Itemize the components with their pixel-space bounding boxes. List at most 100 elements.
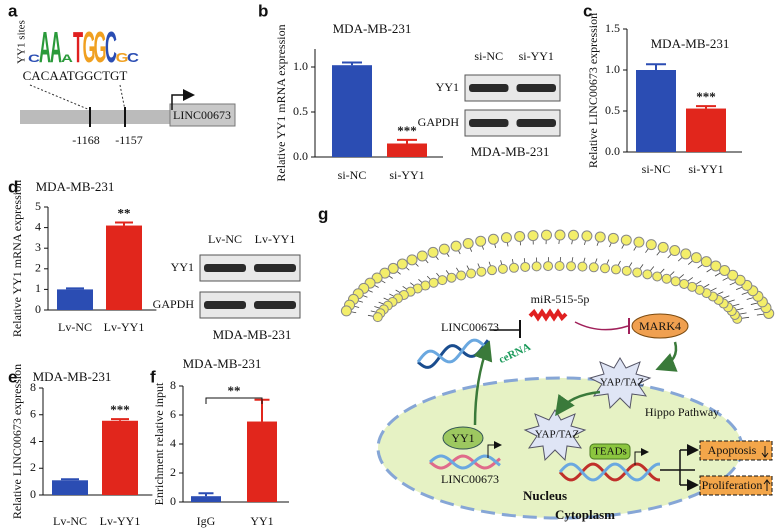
bar [636,70,676,152]
lipid-head [508,262,519,273]
cerna-label: ceRNA [497,341,533,366]
lipid-head [633,236,645,248]
error-bar [342,61,362,66]
lipid-head [428,277,439,288]
lipid-head [727,269,739,281]
lipid-head [500,232,512,244]
lipid-head [642,269,653,280]
band [469,119,509,127]
outcome-label: Proliferation [702,478,763,492]
strand [558,462,661,482]
kinase-label: MARK4 [639,319,681,333]
x-tick-label: IgG [197,514,216,528]
error-bar [397,138,417,144]
y-tick-label: 4 [35,219,41,233]
y-axis-label: Relative YY1 mRNA expression [10,180,24,337]
lipid-head [594,231,606,243]
lipid-head [577,261,588,272]
y-tick-label: 1 [35,281,41,295]
lipid-head [710,260,722,272]
logo-letter: G [94,24,107,73]
significance-bracket [205,397,263,404]
lipid-head [554,261,565,272]
lipid-head [657,241,669,253]
significance: ** [118,205,131,220]
lipid-head [450,240,462,252]
yap-star [588,357,652,410]
x-tick-label: si-NC [642,162,671,176]
y-tick-label: 1.0 [293,59,308,73]
strand [429,454,501,470]
logo-letter: C [28,52,40,65]
panel-label: a [8,1,18,20]
position-label: -1157 [115,133,143,147]
mark4 [631,313,689,339]
y-tick-label: 8 [170,378,176,392]
logo-letter: C [127,51,139,66]
lipid-head [427,246,439,258]
bar [191,496,221,502]
significance: *** [696,89,716,104]
lipid-head [396,258,408,270]
x-tick-label: Lv-YY1 [100,514,141,528]
row-label: GAPDH [418,115,460,129]
pathway-label: Hippo Pathway [645,405,719,419]
y-tick-label: 1.5 [605,21,620,35]
bar [57,289,93,310]
lipid-head [632,267,643,278]
lipid-head [581,230,593,242]
teads [589,443,631,460]
logo-axis-label: YY1 sites [16,20,28,64]
y-axis-label: Relative LINC00673 expression [586,13,600,168]
lane-label: Lv-NC [208,232,242,246]
band [204,264,246,272]
lipid-head [543,261,554,272]
strand [558,462,661,482]
significance: *** [110,402,130,417]
lipid-head [719,264,731,276]
inhibit-line [574,321,629,331]
bar [686,108,726,152]
logo-letter: G [83,24,96,73]
lipid-head [645,239,657,251]
lipid-head [680,248,692,260]
lipid-head [437,275,448,286]
row-label: YY1 [436,80,459,94]
x-tick-label: si-YY1 [688,162,723,176]
band [469,84,509,92]
membrane [340,229,775,324]
band [254,264,296,272]
bar [106,225,142,310]
error-bar [696,105,716,109]
lipid-head [487,265,498,276]
mirna-label: miR-515-5p [531,292,590,306]
row-label: GAPDH [153,297,195,311]
y-tick-label: 8 [30,380,36,394]
lipid-head [387,262,399,274]
teads-label: TEADs [593,446,627,458]
y-tick-label: 1.0 [605,62,620,76]
outcome-box [699,440,773,461]
strand [417,339,490,369]
sequence: CACAATGGCTGT [23,68,128,83]
panel-label: c [583,1,592,20]
mirna [528,308,568,322]
lipid-head [462,237,474,249]
x-tick-label: Lv-NC [58,320,92,334]
lipid-head [690,252,702,264]
error-bar [66,287,84,290]
arrow [555,390,601,417]
bar [102,420,138,495]
y-tick-label: 0 [35,302,41,316]
x-tick-label: si-NC [338,168,367,182]
error-bar [111,418,129,421]
nucleus-label: Nucleus [523,488,567,503]
y-tick-label: 0.5 [293,104,308,118]
position-label: -1168 [72,133,100,147]
lipid-head [540,229,552,241]
y-tick-label: 3 [35,240,41,254]
yy1 [442,426,484,450]
chart-title: MDA-MB-231 [36,179,115,194]
lipid-head [554,229,566,241]
